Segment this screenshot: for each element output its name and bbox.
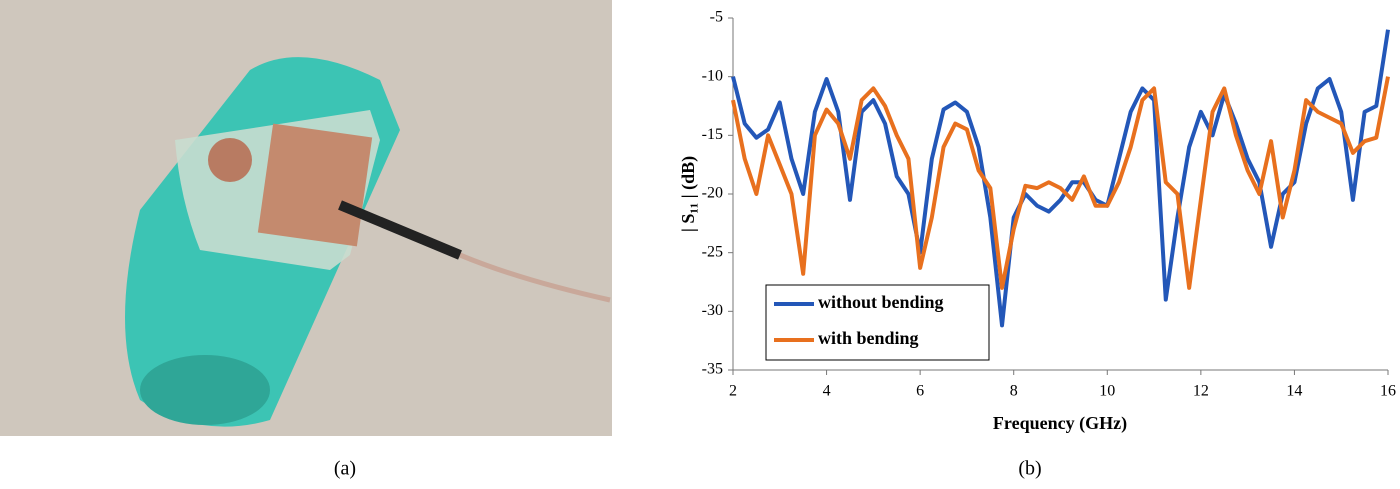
x-tick-label: 8 [1010, 383, 1018, 400]
x-tick-label: 4 [823, 383, 831, 400]
photo [0, 0, 612, 436]
y-axis-label: | S₁₁ | (dB) [678, 156, 699, 232]
x-tick-label: 6 [916, 383, 924, 400]
x-tick-label: 2 [729, 383, 737, 400]
x-tick-label: 12 [1193, 383, 1209, 400]
y-tick-label: -15 [702, 126, 723, 143]
x-tick-label: 16 [1380, 383, 1396, 400]
cable [349, 207, 611, 303]
radiator [208, 138, 252, 182]
series-line [731, 76, 1390, 290]
x-tick-label: 14 [1286, 383, 1302, 400]
cylinder-end [140, 355, 270, 425]
y-tick-label: -10 [702, 67, 723, 84]
y-tick-label: -30 [702, 302, 723, 319]
y-tick-label: -35 [702, 361, 723, 378]
legend-box [765, 284, 990, 361]
caption: (a) [334, 458, 356, 480]
legend-label: without bending [818, 292, 944, 312]
ground-patch [257, 123, 373, 247]
y-tick-label: -25 [702, 243, 723, 260]
y-tick-label: -5 [710, 9, 723, 26]
y-tick-label: -20 [702, 185, 723, 202]
series-line [731, 29, 1390, 328]
legend-label: with bending [818, 328, 919, 348]
connector [338, 200, 462, 260]
x-axis-label: Frequency (GHz) [993, 413, 1127, 434]
x-tick-label: 10 [1099, 383, 1115, 400]
caption: (b) [1018, 458, 1041, 480]
